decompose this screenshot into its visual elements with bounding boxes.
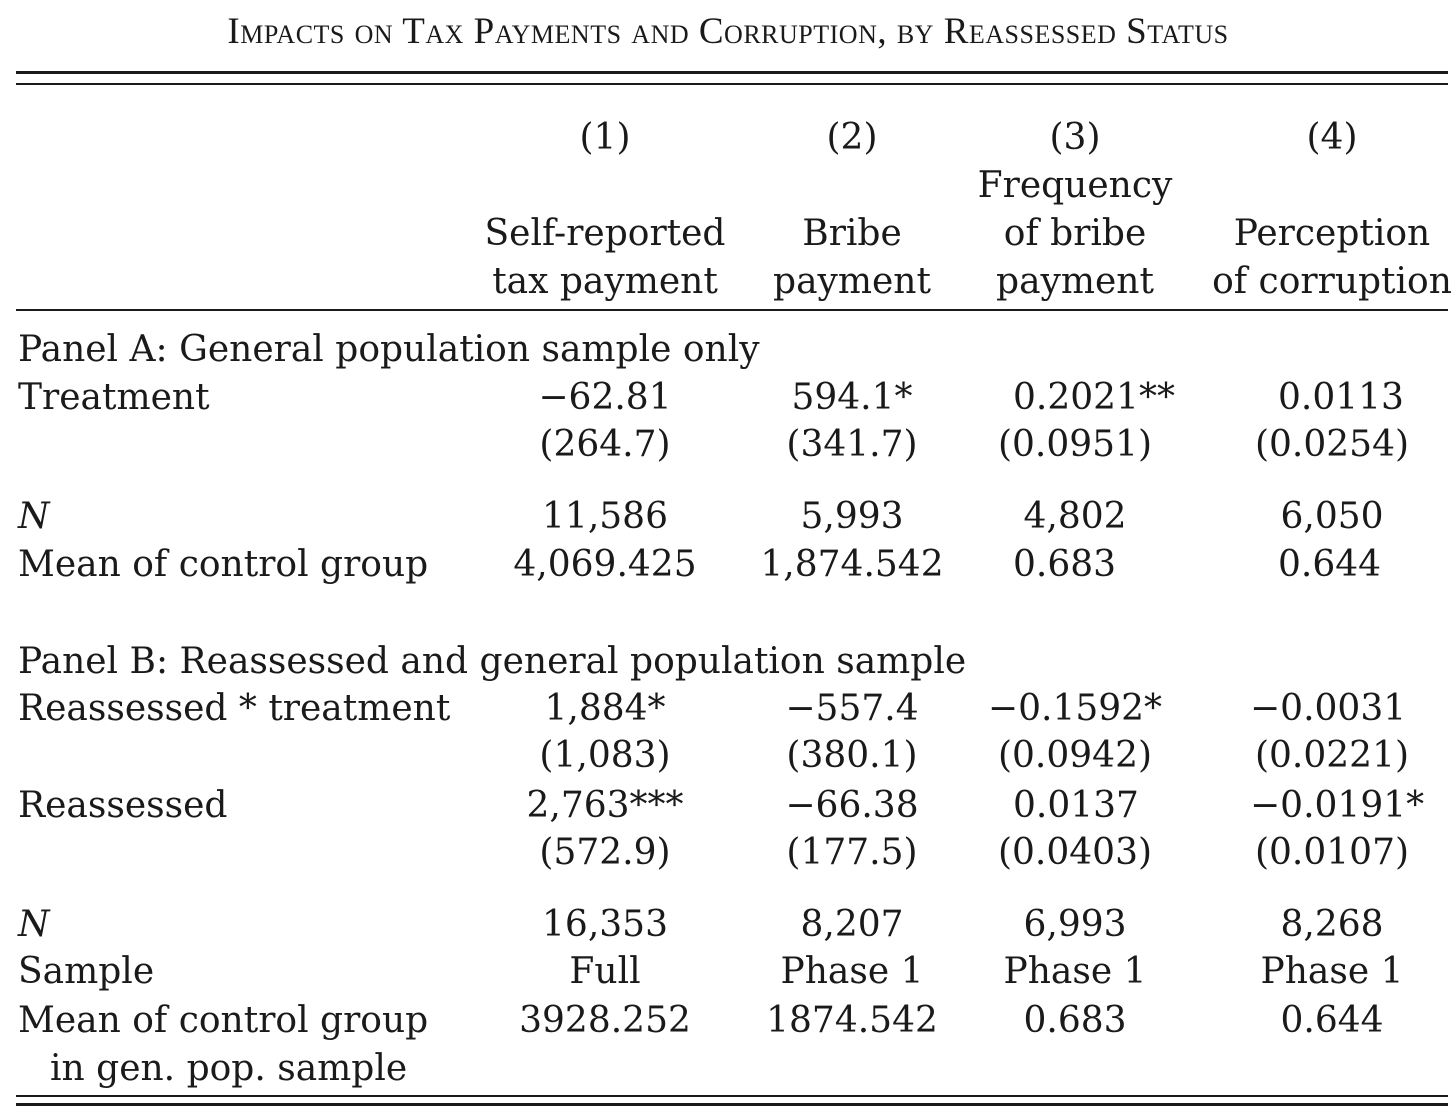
row-label: N [18, 904, 50, 945]
value-cell: 11,586 [542, 496, 668, 537]
row-label: Mean of control group [18, 544, 429, 585]
value-cell: 0.644 [1278, 544, 1382, 585]
value-cell: Phase 1 [1003, 951, 1147, 992]
table-row: Reassessed 2,763*** −66.38 0.0137 −0.019… [0, 782, 1456, 830]
coef-cell: 594.1* [791, 377, 913, 418]
col3-number: (3) [1049, 117, 1101, 158]
table-row: N 11,586 5,993 4,802 6,050 [0, 493, 1456, 541]
coef-cell: 1,884* [544, 688, 666, 729]
row-label: Sample [18, 951, 155, 992]
col2-number: (2) [826, 117, 878, 158]
table-row: Sample Full Phase 1 Phase 1 Phase 1 [0, 948, 1456, 996]
header-rule [16, 309, 1448, 311]
row-label: N [18, 496, 50, 537]
se-cell: (1,083) [539, 735, 671, 776]
table-row: in gen. pop. sample [0, 1045, 1456, 1093]
col2-head-line2: payment [773, 261, 931, 302]
table-row: N 16,353 8,207 6,993 8,268 [0, 901, 1456, 949]
col1-head-line1: Self-reported [484, 213, 726, 254]
value-cell: 5,993 [800, 496, 904, 537]
se-cell: (0.0221) [1254, 735, 1410, 776]
value-cell: Phase 1 [1260, 951, 1404, 992]
col3-head-line3: payment [996, 261, 1154, 302]
top-rule-thick [16, 71, 1448, 74]
panel-b-title-row: Panel B: Reassessed and general populati… [0, 638, 1456, 686]
value-cell: Phase 1 [780, 951, 924, 992]
panel-a-title-row: Panel A: General population sample only [0, 326, 1456, 374]
value-cell: 8,268 [1280, 904, 1384, 945]
top-rule-thin [16, 83, 1448, 85]
col4-head-line2: of corruption [1212, 261, 1452, 302]
value-cell: 6,993 [1023, 904, 1127, 945]
value-cell: 0.644 [1280, 1000, 1384, 1041]
table-title: Impacts on Tax Payments and Corruption, … [227, 11, 1229, 52]
panel-b-title: Panel B: Reassessed and general populati… [18, 641, 967, 682]
se-cell: (264.7) [539, 424, 671, 465]
table-row: Treatment −62.81 594.1* 0.2021** 0.0113 [0, 374, 1456, 422]
value-cell: Full [569, 951, 641, 992]
value-cell: 8,207 [800, 904, 904, 945]
table-row: Reassessed * treatment 1,884* −557.4 −0.… [0, 685, 1456, 733]
table-row: Mean of control group 4,069.425 1,874.54… [0, 541, 1456, 589]
bottom-rule-thin [16, 1095, 1448, 1097]
col3-head-line2: of bribe [1003, 213, 1147, 254]
col1-head-line2: tax payment [492, 261, 718, 302]
value-cell: 4,069.425 [513, 544, 697, 585]
value-cell: 0.683 [1013, 544, 1117, 585]
value-cell: 1,874.542 [760, 544, 944, 585]
value-cell: 4,802 [1023, 496, 1127, 537]
table-row: (572.9) (177.5) (0.0403) (0.0107) [0, 829, 1456, 877]
value-cell: 6,050 [1280, 496, 1384, 537]
col4-head-line1: Perception [1233, 213, 1431, 254]
table-row: (1,083) (380.1) (0.0942) (0.0221) [0, 732, 1456, 780]
value-cell: 1874.542 [766, 1000, 938, 1041]
table-row: (264.7) (341.7) (0.0951) (0.0254) [0, 421, 1456, 469]
coef-cell: −0.0031 [1250, 688, 1407, 729]
coef-cell: 2,763*** [526, 785, 684, 826]
se-cell: (380.1) [786, 735, 918, 776]
se-cell: (0.0107) [1254, 832, 1410, 873]
coef-cell: 0.0113 [1278, 377, 1404, 418]
coef-cell: 0.2021** [1013, 377, 1175, 418]
coef-cell: −66.38 [785, 785, 919, 826]
bottom-rule-thick [16, 1103, 1448, 1106]
value-cell: 16,353 [542, 904, 668, 945]
coef-cell: −62.81 [538, 377, 672, 418]
coef-cell: −0.0191* [1250, 785, 1425, 826]
col3-head-line1: Frequency [977, 165, 1173, 206]
coef-cell: 0.0137 [1013, 785, 1139, 826]
col2-head-line1: Bribe [802, 213, 902, 254]
col1-number: (1) [579, 117, 631, 158]
value-cell: 0.683 [1023, 1000, 1127, 1041]
row-label: Reassessed * treatment [18, 688, 451, 729]
panel-a-title: Panel A: General population sample only [18, 329, 760, 370]
row-label: Mean of control group [18, 1000, 429, 1041]
se-cell: (0.0951) [997, 424, 1153, 465]
se-cell: (0.0254) [1254, 424, 1410, 465]
row-label: Reassessed [18, 785, 228, 826]
se-cell: (177.5) [786, 832, 918, 873]
se-cell: (572.9) [539, 832, 671, 873]
coef-cell: −0.1592* [987, 688, 1163, 729]
se-cell: (0.0942) [997, 735, 1153, 776]
row-label-continued: in gen. pop. sample [50, 1048, 408, 1089]
coef-cell: −557.4 [785, 688, 919, 729]
se-cell: (341.7) [786, 424, 918, 465]
col4-number: (4) [1306, 117, 1358, 158]
se-cell: (0.0403) [997, 832, 1153, 873]
table-row: Mean of control group 3928.252 1874.542 … [0, 997, 1456, 1045]
value-cell: 3928.252 [519, 1000, 691, 1041]
row-label: Treatment [18, 377, 210, 418]
